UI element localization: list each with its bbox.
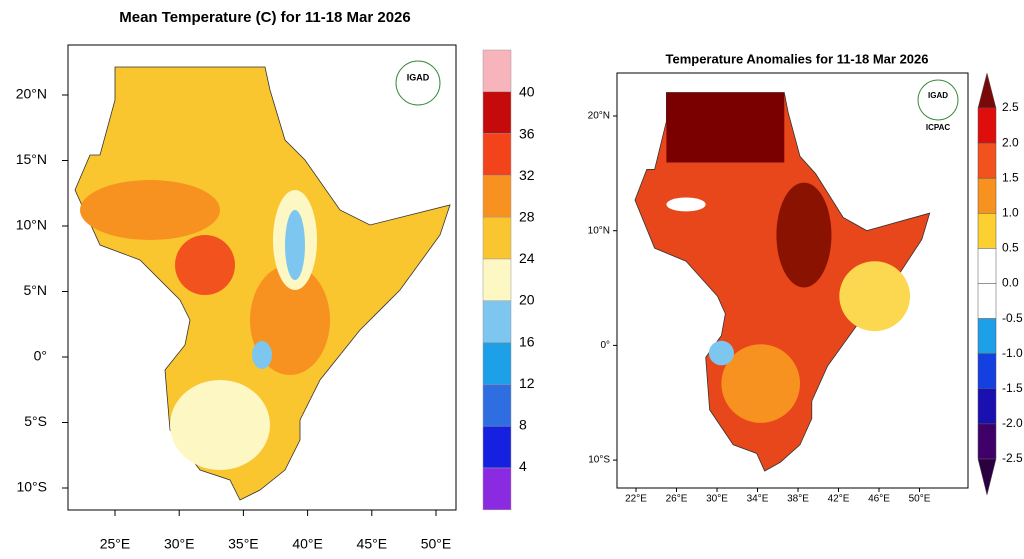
- colorbar-label: 0.5: [1002, 241, 1019, 255]
- colorbar-label: -2.5: [1002, 451, 1023, 465]
- colorbar-segment: [482, 300, 512, 343]
- colorbar-label: 0.0: [1002, 276, 1019, 290]
- y-tick-label: 0°: [34, 348, 47, 364]
- x-tick-label: 34°E: [747, 494, 769, 505]
- colorbar-label: 40: [519, 84, 535, 100]
- colorbar-segment: [482, 175, 512, 218]
- left-map-land: [74, 66, 451, 501]
- x-tick-label: 25°E: [100, 536, 131, 552]
- logo-text: IGAD: [928, 91, 948, 100]
- colorbar-label: 12: [519, 375, 535, 391]
- colorbar-label: -1.5: [1002, 381, 1023, 395]
- colorbar-segment: [482, 216, 512, 260]
- colorbar-segment: [482, 384, 512, 427]
- x-tick-label: 22°E: [625, 494, 647, 505]
- right-colorbar: 2.5 2.0 1.5 1.0 0.5 0.0 -0.5 -1.0 -1.5 -2.0 -2.5: [977, 72, 1023, 496]
- x-tick-label: 30°E: [164, 536, 195, 552]
- x-tick-label: 30°E: [706, 494, 728, 505]
- colorbar-segment: [977, 107, 997, 144]
- logo: [395, 60, 441, 106]
- x-tick-label: 26°E: [666, 494, 688, 505]
- right-title: Temperature Anomalies for 11-18 Mar 2026: [665, 51, 928, 66]
- colorbar-segment: [977, 318, 997, 354]
- extreme-zone: [776, 182, 832, 288]
- warm-zone: [721, 344, 801, 423]
- colorbar-label: 20: [519, 292, 535, 308]
- colorbar-label: 28: [519, 209, 535, 225]
- y-tick-label: 15°N: [16, 151, 47, 167]
- colorbar-label: 2.5: [1002, 100, 1019, 114]
- y-tick-label: 0°: [600, 340, 610, 351]
- colorbar-segment: [977, 388, 997, 425]
- logo: [917, 79, 959, 121]
- logo-text: IGAD: [407, 72, 430, 82]
- x-tick-label: 45°E: [357, 536, 388, 552]
- cool-zone: [285, 210, 305, 280]
- x-tick-label: 38°E: [787, 494, 809, 505]
- colorbar-label: 2.0: [1002, 135, 1019, 149]
- colorbar-label: -2.0: [1002, 416, 1023, 430]
- colorbar-label: 36: [519, 125, 535, 141]
- y-tick-label: 20°N: [588, 111, 610, 122]
- colorbar-segment: [977, 283, 997, 319]
- colorbar-label: -0.5: [1002, 311, 1023, 325]
- colorbar-segment: [977, 142, 997, 179]
- colorbar-segment: [482, 91, 512, 134]
- y-tick-label: 10°S: [588, 455, 610, 466]
- x-tick-label: 35°E: [228, 536, 259, 552]
- colorbar-label: 24: [519, 250, 535, 266]
- left-colorbar: 40 36 32 28 24 20 16 12 8 4: [482, 49, 535, 511]
- x-tick-label: 50°E: [909, 494, 931, 505]
- x-tick-label: 42°E: [828, 494, 850, 505]
- colorbar-label: 1.0: [1002, 205, 1019, 219]
- colorbar-label: 1.5: [1002, 170, 1019, 184]
- x-tick-label: 50°E: [421, 536, 452, 552]
- colorbar-segment: [977, 177, 997, 214]
- colorbar-label: 4: [519, 458, 527, 474]
- colorbar-segment: [482, 467, 512, 511]
- colorbar-label: 16: [519, 333, 535, 349]
- colorbar-label: 32: [519, 167, 535, 183]
- x-tick-label: 46°E: [868, 494, 890, 505]
- logo-caption: ICPAC: [926, 123, 951, 132]
- colorbar-end: [977, 72, 997, 109]
- colorbar-segment: [482, 425, 512, 469]
- mild-zone: [839, 261, 911, 332]
- colorbar-label: 8: [519, 417, 527, 433]
- y-tick-label: 10°N: [588, 225, 610, 236]
- right-map-land: [634, 92, 931, 472]
- colorbar-segment: [482, 258, 512, 302]
- colorbar-segment: [482, 342, 512, 385]
- left-title: Mean Temperature (C) for 11-18 Mar 2026: [119, 9, 411, 26]
- colorbar-segment: [482, 49, 512, 93]
- extreme-zone: [666, 92, 785, 163]
- y-tick-label: 5°S: [24, 413, 47, 429]
- x-tick-label: 40°E: [292, 536, 323, 552]
- y-tick-label: 20°N: [16, 86, 47, 102]
- colorbar-segment: [977, 353, 997, 390]
- warm-zone: [80, 180, 220, 240]
- cool-zone: [252, 341, 272, 369]
- cool-zone: [708, 340, 734, 366]
- colorbar-segment: [977, 213, 997, 249]
- colorbar-end: [977, 458, 997, 496]
- neutral-zone: [666, 197, 706, 212]
- colorbar-label: -1.0: [1002, 346, 1023, 360]
- hot-zone: [175, 235, 235, 295]
- land-outline: [634, 92, 931, 472]
- y-tick-label: 10°S: [16, 479, 47, 495]
- mild-zone: [170, 380, 270, 470]
- colorbar-segment: [482, 133, 512, 176]
- colorbar-segment: [977, 248, 997, 284]
- y-tick-label: 5°N: [24, 282, 48, 298]
- colorbar-segment: [977, 423, 997, 460]
- y-tick-label: 10°N: [16, 217, 47, 233]
